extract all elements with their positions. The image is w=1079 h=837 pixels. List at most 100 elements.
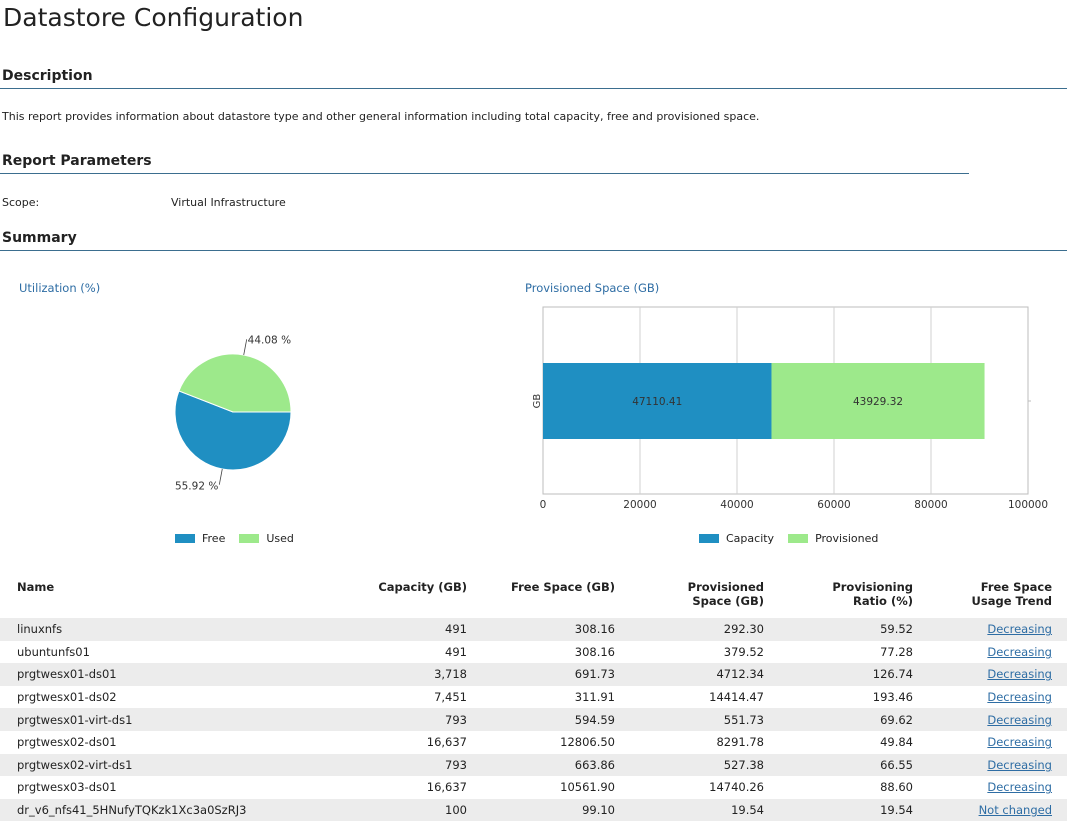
cell-free-space: 308.16 — [574, 644, 615, 659]
cell-capacity: 491 — [445, 644, 467, 659]
summary-divider — [0, 250, 1067, 251]
legend-label-used: Used — [266, 532, 294, 545]
description-heading: Description — [2, 68, 93, 84]
cell-usage-trend: Decreasing — [928, 708, 1067, 731]
report-parameters-divider — [0, 173, 969, 174]
cell-provisioned-space: 4712.34 — [630, 663, 779, 686]
table-row: dr_v6_nfs41_5HNufyTQKzk1Xc3a0SzRJ3 100 99.… — [0, 798, 1067, 822]
column-header-provisioning-ratio[interactable]: Provisioning Ratio (%) — [832, 580, 913, 608]
cell-free-space: 691.73 — [482, 663, 630, 686]
cell-provisioned-space: 527.38 — [630, 753, 779, 777]
x-tick-label: 40000 — [720, 499, 753, 511]
cell-name: prgtwesx03-ds01 — [17, 780, 117, 795]
trend-link[interactable]: Decreasing — [987, 757, 1052, 772]
cell-usage-trend: Decreasing — [928, 686, 1067, 709]
utilization-chart-title: Utilization (%) — [19, 281, 101, 295]
x-axis-ticks: 0 20000 40000 60000 80000 100000 — [540, 499, 1048, 511]
cell-provisioning-ratio: 126.74 — [779, 663, 928, 686]
trend-link[interactable]: Decreasing — [987, 667, 1052, 682]
cell-provisioned-space: 19.54 — [630, 798, 779, 822]
legend-item-capacity: Capacity — [699, 532, 774, 545]
bar-label-provisioned: 43929.32 — [853, 396, 903, 408]
cell-capacity: 793 — [330, 708, 482, 731]
utilization-pie-chart: 44.08 % 55.92 % — [174, 334, 292, 493]
table-row: prgtwesx01-ds02 7,451 311.91 14414.47 193.46… — [0, 686, 1067, 709]
cell-capacity: 16,637 — [426, 735, 467, 750]
column-header-provisioned-space[interactable]: Provisioned Space (GB) — [687, 580, 764, 608]
table-row: prgtwesx02-virt-ds1 793 663.86 527.38 66.55 D… — [0, 753, 1067, 777]
cell-provisioning-ratio: 77.28 — [880, 644, 913, 659]
description-divider — [0, 88, 1067, 89]
table-row: prgtwesx02-ds01 16,637 12806.50 8291.78 49.8… — [0, 731, 1067, 754]
column-header-capacity[interactable]: Capacity (GB) — [378, 580, 467, 594]
trend-link[interactable]: Decreasing — [987, 780, 1052, 795]
trend-link[interactable]: Decreasing — [987, 622, 1052, 637]
cell-free-space: 308.16 — [482, 618, 630, 641]
legend-item-free: Free — [175, 532, 225, 545]
trend-link[interactable]: Decreasing — [987, 690, 1052, 705]
cell-name: prgtwesx02-virt-ds1 — [0, 753, 330, 777]
legend-item-used: Used — [239, 532, 294, 545]
cell-usage-trend: Decreasing — [928, 776, 1067, 799]
legend-swatch-free — [175, 534, 195, 543]
trend-link[interactable]: Decreasing — [987, 735, 1052, 750]
cell-provisioning-ratio: 49.84 — [880, 735, 913, 750]
table-row: prgtwesx01-ds01 3,718 691.73 4712.34 126.74 D… — [0, 663, 1067, 686]
cell-capacity: 16,637 — [426, 780, 467, 795]
cell-usage-trend: Decreasing — [928, 663, 1067, 686]
x-tick-label: 100000 — [1008, 499, 1048, 511]
cell-provisioned-space: 292.30 — [630, 618, 779, 641]
cell-provisioning-ratio: 59.52 — [779, 618, 928, 641]
column-header-usage-trend[interactable]: Free Space Usage Trend — [971, 580, 1052, 608]
datastore-table: Name Capacity (GB) Free Space (GB) Provi… — [0, 574, 1067, 822]
cell-name: prgtwesx02-ds01 — [17, 735, 117, 750]
pie-label-used: 44.08 % — [248, 334, 291, 346]
legend-label-free: Free — [202, 532, 226, 545]
cell-usage-trend: Decreasing — [928, 641, 1067, 664]
report-parameters-heading: Report Parameters — [2, 153, 152, 169]
cell-name: prgtwesx01-ds02 — [17, 690, 117, 705]
legend-swatch-capacity — [699, 534, 719, 543]
trend-link[interactable]: Not changed — [978, 803, 1052, 818]
cell-capacity: 7,451 — [434, 690, 467, 705]
table-row: ubuntunfs01 491 308.16 379.52 77.28 Decreasin… — [0, 641, 1067, 664]
scope-label: Scope: — [2, 196, 40, 209]
cell-name: linuxnfs — [0, 618, 330, 641]
utilization-legend: Free Used — [175, 532, 308, 545]
trend-link[interactable]: Decreasing — [987, 712, 1052, 727]
cell-capacity: 100 — [330, 798, 482, 822]
column-header-free-space[interactable]: Free Space (GB) — [510, 580, 615, 594]
cell-usage-trend: Decreasing — [928, 618, 1067, 641]
cell-provisioned-space: 14414.47 — [709, 690, 764, 705]
scope-value: Virtual Infrastructure — [171, 196, 286, 209]
column-header-name[interactable]: Name — [17, 580, 55, 594]
cell-provisioning-ratio: 19.54 — [779, 798, 928, 822]
trend-link[interactable]: Decreasing — [987, 644, 1052, 659]
cell-usage-trend: Decreasing — [928, 753, 1067, 777]
summary-heading: Summary — [2, 230, 77, 246]
y-axis-label: GB — [532, 394, 543, 409]
x-tick-label: 20000 — [623, 499, 656, 511]
cell-provisioning-ratio: 88.60 — [880, 780, 913, 795]
pie-slice-free — [174, 390, 292, 471]
legend-label-provisioned: Provisioned — [815, 532, 879, 545]
table-row: linuxnfs 491 308.16 292.30 59.52 Decreasing — [0, 618, 1067, 641]
cell-provisioned-space: 14740.26 — [709, 780, 764, 795]
x-tick-label: 0 — [540, 499, 547, 511]
table-row: prgtwesx03-ds01 16,637 10561.90 14740.26 88.… — [0, 776, 1067, 799]
legend-swatch-provisioned — [788, 534, 809, 543]
cell-provisioning-ratio: 69.62 — [779, 708, 928, 731]
bar-provisioned — [771, 363, 985, 439]
cell-free-space: 663.86 — [482, 753, 630, 777]
legend-label-capacity: Capacity — [726, 532, 775, 545]
cell-provisioned-space: 551.73 — [630, 708, 779, 731]
bar-label-capacity: 47110.41 — [632, 396, 682, 408]
cell-usage-trend: Not changed — [928, 798, 1067, 822]
cell-capacity: 3,718 — [330, 663, 482, 686]
cell-capacity: 793 — [330, 753, 482, 777]
cell-provisioning-ratio: 193.46 — [872, 690, 913, 705]
description-text: This report provides information about d… — [2, 110, 760, 123]
cell-free-space: 10561.90 — [560, 780, 615, 795]
bar-capacity — [543, 363, 772, 439]
page-title: Datastore Configuration — [3, 3, 304, 32]
